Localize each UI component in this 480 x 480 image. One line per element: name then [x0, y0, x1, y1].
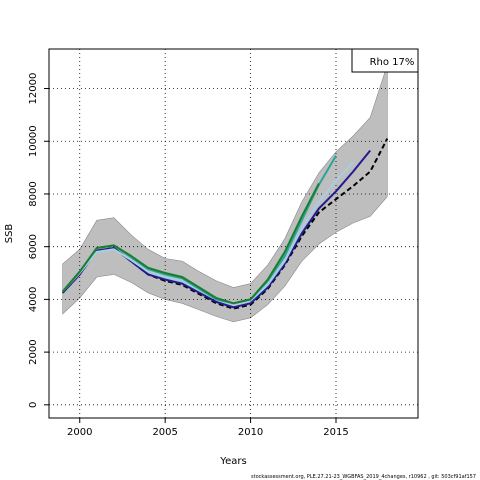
x-tick-label: 2005: [152, 427, 177, 438]
x-tick-label: 2015: [323, 427, 348, 438]
x-axis-title: Years: [219, 456, 246, 467]
footer-source-text: stockassessment.org, PLE.27.21-23_WGBFAS…: [251, 474, 476, 480]
y-tick-label: 8000: [28, 181, 39, 206]
x-axis: 2000 2005 2010 2015: [67, 418, 349, 438]
y-tick-label: 12000: [28, 73, 39, 105]
legend: Rho 17%: [351, 48, 419, 73]
confidence-band-layer: [62, 64, 388, 323]
y-tick-label: 6000: [28, 234, 39, 259]
y-tick-label: 4000: [28, 287, 39, 312]
y-tick-label: 0: [28, 402, 39, 408]
y-axis: 0 2000 4000 6000 8000 10000 12000: [28, 73, 49, 408]
x-tick-label: 2000: [67, 427, 92, 438]
series-line-2: [61, 149, 371, 309]
plot-frame: [48, 48, 419, 419]
series-line-5: [61, 182, 320, 305]
legend-rho-label: Rho 17%: [370, 57, 415, 68]
y-tick-label: 2000: [28, 339, 39, 364]
y-tick-label: 10000: [28, 125, 39, 157]
legend-box: [351, 48, 419, 73]
y-axis-title: SSB: [4, 224, 15, 244]
series-layer: [61, 138, 389, 310]
grid-layer: [49, 49, 418, 418]
x-tick-label: 2010: [238, 427, 263, 438]
confidence-band: [62, 64, 388, 323]
